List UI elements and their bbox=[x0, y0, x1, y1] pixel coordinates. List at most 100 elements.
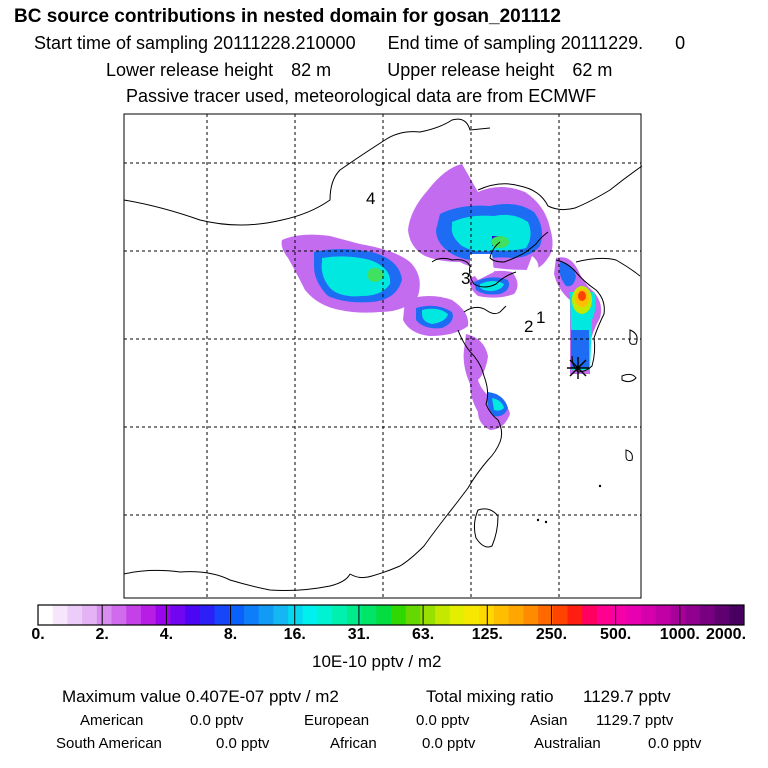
american-value: 0.0 pptv bbox=[190, 712, 244, 729]
max-value: 0.407E-07 pptv / m2 bbox=[185, 687, 339, 706]
american-label: American bbox=[80, 712, 144, 729]
australian-label: Australian bbox=[534, 735, 601, 752]
colorbar-cell bbox=[185, 605, 201, 625]
colorbar-cell bbox=[376, 605, 392, 625]
total-mixing-value: 1129.7 pptv bbox=[583, 687, 671, 706]
european-value: 0.0 pptv bbox=[416, 712, 470, 729]
colorbar-cell bbox=[96, 605, 113, 625]
colorbar-cell bbox=[729, 605, 745, 625]
map-frame bbox=[123, 113, 642, 599]
colorbar-cell bbox=[420, 605, 436, 625]
end-time-value: 20111229. bbox=[560, 33, 644, 53]
colorbar-cell bbox=[243, 605, 260, 625]
region-label-3: 3 bbox=[461, 269, 470, 288]
sampling-times: Start time of sampling 20111228.210000 E… bbox=[34, 33, 685, 54]
colorbar-tick-label: 16. bbox=[283, 626, 306, 643]
colorbar-cell bbox=[626, 605, 642, 625]
region-label-1: 1 bbox=[536, 308, 545, 327]
colorbar-cell bbox=[126, 605, 142, 625]
end-time-extra: 0 bbox=[675, 33, 686, 53]
colorbar-cell bbox=[317, 605, 333, 625]
plume-inner bbox=[314, 204, 596, 417]
tracer-note: Passive tracer used, meteorological data… bbox=[126, 86, 597, 106]
start-time-value: 20111228.210000 bbox=[213, 33, 356, 53]
colorbar-cell bbox=[670, 605, 686, 625]
colorbar-cell bbox=[464, 605, 480, 625]
plot-title: BC source contributions in nested domain… bbox=[14, 6, 561, 27]
plume-gaps bbox=[470, 254, 539, 280]
african-value: 0.0 pptv bbox=[422, 735, 476, 752]
colorbar-tick-label: 2. bbox=[95, 626, 109, 643]
colorbar-cell bbox=[552, 605, 568, 625]
colorbar-cell bbox=[685, 605, 701, 625]
colorbar-cell bbox=[596, 605, 613, 625]
colorbar-tick-label: 4. bbox=[159, 626, 174, 643]
colorbar-tick-label: 63. bbox=[411, 626, 435, 643]
colorbar-cell bbox=[641, 605, 657, 625]
colorbar-cell bbox=[288, 605, 304, 625]
colorbar-cell bbox=[538, 605, 554, 625]
upper-release-value: 62 m bbox=[572, 60, 613, 80]
total-mixing-label: Total mixing ratio bbox=[426, 687, 554, 706]
colorbar-cell bbox=[273, 605, 289, 625]
colorbar-cell bbox=[199, 605, 215, 625]
end-time-label: End time of sampling bbox=[387, 33, 556, 53]
colorbar-frame bbox=[37, 604, 745, 626]
colorbar-tick-label: 31. bbox=[347, 626, 371, 643]
colorbar-cell bbox=[714, 605, 730, 625]
colorbar-cell bbox=[229, 605, 245, 625]
colorbar-cell bbox=[170, 605, 186, 625]
colorbar-units: 10E-10 pptv / m2 bbox=[312, 652, 442, 671]
asian-value: 1129.7 pptv bbox=[596, 712, 674, 729]
european-label: European bbox=[304, 712, 370, 729]
south-american-label: South American bbox=[56, 735, 162, 752]
colorbar-cell bbox=[155, 605, 171, 625]
upper-release-label: Upper release height bbox=[387, 60, 555, 80]
colorbar-cell bbox=[38, 605, 54, 625]
release-heights: Lower release height 82 m Upper release … bbox=[106, 60, 612, 81]
colorbar-cell bbox=[493, 605, 510, 625]
asian-label: Asian bbox=[530, 712, 568, 729]
colorbar-cell bbox=[111, 605, 127, 625]
colorbar-cell bbox=[611, 605, 627, 625]
region-label-4: 4 bbox=[366, 189, 375, 208]
colorbar-cell bbox=[214, 605, 230, 625]
colorbar-cell bbox=[405, 605, 421, 625]
colorbar-cell bbox=[567, 605, 583, 625]
colorbar-tick-label: 2000. bbox=[705, 626, 747, 643]
colorbar-cell bbox=[140, 605, 157, 625]
colorbar-tick-label: 500. bbox=[600, 626, 632, 643]
colorbar-cell bbox=[361, 605, 377, 625]
colorbar-cell bbox=[435, 605, 451, 625]
receptor-star-icon bbox=[567, 357, 589, 379]
colorbar-tick-label: 0. bbox=[31, 626, 45, 643]
colorbar-cell bbox=[582, 605, 598, 625]
lower-release-value: 82 m bbox=[291, 60, 332, 80]
colorbar-cell bbox=[332, 605, 348, 625]
colorbar-cells bbox=[38, 605, 745, 625]
south-american-value: 0.0 pptv bbox=[216, 735, 270, 752]
coastlines bbox=[123, 118, 643, 591]
african-label: African bbox=[330, 735, 377, 752]
colorbar-cell bbox=[346, 605, 363, 625]
max-value-row: Maximum value 0.407E-07 pptv / m2 bbox=[62, 687, 339, 707]
colorbar-tick-label: 125. bbox=[471, 626, 503, 643]
colorbar-tick-label: 8. bbox=[223, 626, 238, 643]
colorbar-cell bbox=[52, 605, 68, 625]
colorbar-cell bbox=[302, 605, 318, 625]
colorbar-cell bbox=[82, 605, 98, 625]
colorbar-cell bbox=[67, 605, 83, 625]
colorbar-cell bbox=[391, 605, 407, 625]
colorbar-cell bbox=[523, 605, 539, 625]
colorbar-cell bbox=[655, 605, 671, 625]
australian-value: 0.0 pptv bbox=[648, 735, 702, 752]
colorbar-cell bbox=[699, 605, 716, 625]
colorbar-cell bbox=[258, 605, 274, 625]
colorbar-cell bbox=[508, 605, 524, 625]
max-value-label: Maximum value bbox=[62, 687, 182, 706]
colorbar-tick-label: 1000. bbox=[659, 626, 700, 643]
colorbar-tick-label: 250. bbox=[535, 626, 568, 643]
lower-release-label: Lower release height bbox=[106, 60, 274, 80]
region-label-2: 2 bbox=[524, 317, 533, 336]
